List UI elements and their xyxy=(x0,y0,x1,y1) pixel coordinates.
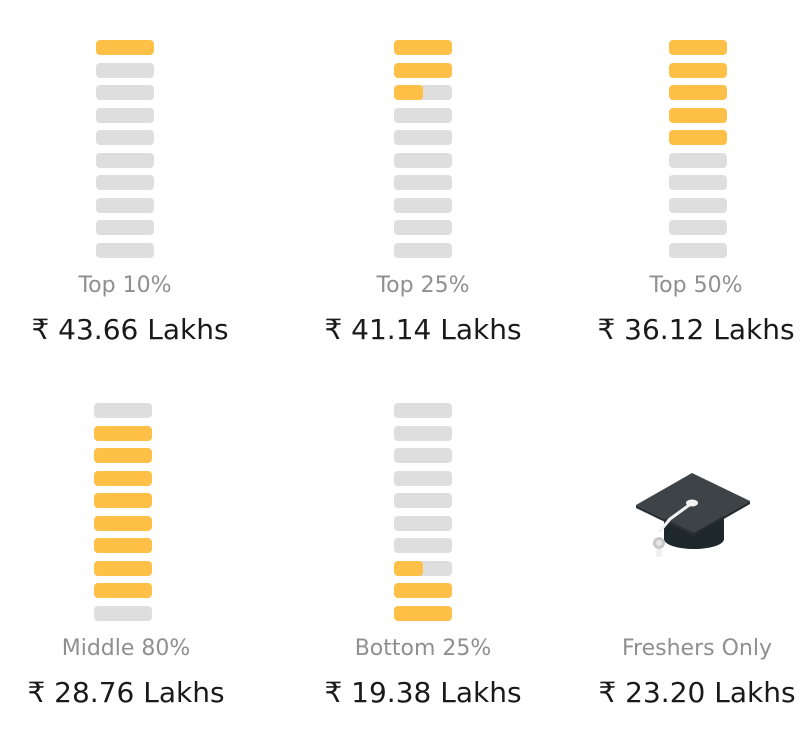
graduation-cap-icon xyxy=(636,473,750,557)
level-bar xyxy=(96,175,154,190)
bracket-label: Freshers Only xyxy=(622,636,772,661)
bracket-bars xyxy=(94,403,152,623)
level-bar xyxy=(669,242,727,258)
level-bar-fill xyxy=(669,62,727,78)
bracket-freshers: Freshers Only ₹ 23.20 Lakhs xyxy=(567,363,812,709)
bracket-value: ₹ 19.38 Lakhs xyxy=(324,676,522,709)
level-bar-fill xyxy=(394,560,423,576)
level-bar xyxy=(394,130,452,145)
level-bar xyxy=(394,242,452,258)
level-bar xyxy=(96,107,154,123)
bracket-middle-80: Middle 80% ₹ 28.76 Lakhs xyxy=(0,363,256,709)
level-bar xyxy=(669,175,727,190)
level-bar xyxy=(394,470,452,486)
level-bar xyxy=(394,605,452,621)
bracket-top-10: Top 10% ₹ 43.66 Lakhs xyxy=(0,0,260,346)
level-bar xyxy=(394,493,452,508)
bracket-label: Top 10% xyxy=(78,273,172,298)
level-bar xyxy=(394,515,452,531)
level-bar xyxy=(94,448,152,463)
bracket-bars xyxy=(394,403,452,623)
level-bar-fill xyxy=(394,605,452,621)
level-bar xyxy=(394,538,452,553)
bracket-bars xyxy=(394,40,452,260)
level-bar-fill xyxy=(394,40,452,55)
level-bar xyxy=(394,175,452,190)
level-bar xyxy=(669,220,727,235)
level-bar xyxy=(394,583,452,598)
level-bar xyxy=(394,425,452,441)
bracket-label: Top 50% xyxy=(649,273,743,298)
level-bar xyxy=(94,403,152,418)
level-bar xyxy=(94,470,152,486)
level-bar-fill xyxy=(94,425,152,441)
level-bar xyxy=(669,40,727,55)
level-bar-fill xyxy=(94,583,152,598)
level-bar xyxy=(669,107,727,123)
level-bar xyxy=(394,448,452,463)
level-bar-fill xyxy=(94,515,152,531)
level-bar xyxy=(96,40,154,55)
level-bar xyxy=(669,130,727,145)
level-bar xyxy=(96,220,154,235)
level-bar xyxy=(96,152,154,168)
level-bar xyxy=(394,403,452,418)
bracket-label: Top 25% xyxy=(376,273,470,298)
bracket-bars xyxy=(669,40,727,260)
level-bar-fill xyxy=(394,62,452,78)
bracket-label: Bottom 25% xyxy=(354,636,492,661)
level-bar xyxy=(94,605,152,621)
level-bar xyxy=(94,560,152,576)
level-bar-fill xyxy=(96,40,154,55)
level-bar xyxy=(394,62,452,78)
level-bar xyxy=(394,152,452,168)
level-bar-fill xyxy=(94,560,152,576)
level-bar xyxy=(96,130,154,145)
bracket-top-50: Top 50% ₹ 36.12 Lakhs xyxy=(566,0,812,346)
level-bar xyxy=(94,425,152,441)
level-bar-fill xyxy=(669,107,727,123)
level-bar xyxy=(669,85,727,100)
level-bar xyxy=(394,85,452,100)
level-bar xyxy=(94,583,152,598)
level-bar-fill xyxy=(669,85,727,100)
level-bar xyxy=(94,493,152,508)
bracket-bottom-25: Bottom 25% ₹ 19.38 Lakhs xyxy=(293,363,553,709)
level-bar xyxy=(94,515,152,531)
level-bar xyxy=(394,220,452,235)
level-bar xyxy=(96,62,154,78)
level-bar xyxy=(394,107,452,123)
level-bar-fill xyxy=(669,130,727,145)
bracket-value: ₹ 23.20 Lakhs xyxy=(598,676,796,709)
bracket-value: ₹ 43.66 Lakhs xyxy=(31,313,229,346)
level-bar xyxy=(96,85,154,100)
level-bar xyxy=(394,40,452,55)
level-bar xyxy=(96,242,154,258)
bracket-top-25: Top 25% ₹ 41.14 Lakhs xyxy=(293,0,553,346)
level-bar-fill xyxy=(394,583,452,598)
level-bar-fill xyxy=(94,448,152,463)
level-bar-fill xyxy=(94,493,152,508)
bracket-value: ₹ 36.12 Lakhs xyxy=(597,313,795,346)
level-bar xyxy=(669,152,727,168)
level-bar xyxy=(669,197,727,213)
bracket-value: ₹ 41.14 Lakhs xyxy=(324,313,522,346)
level-bar xyxy=(669,62,727,78)
level-bar-fill xyxy=(669,40,727,55)
level-bar-fill xyxy=(394,85,423,100)
level-bar-fill xyxy=(94,470,152,486)
level-bar xyxy=(394,197,452,213)
level-bar xyxy=(96,197,154,213)
bracket-bars xyxy=(96,40,154,260)
level-bar xyxy=(94,538,152,553)
level-bar xyxy=(394,560,452,576)
bracket-value: ₹ 28.76 Lakhs xyxy=(27,676,225,709)
level-bar-fill xyxy=(94,538,152,553)
bracket-label: Middle 80% xyxy=(61,636,191,661)
